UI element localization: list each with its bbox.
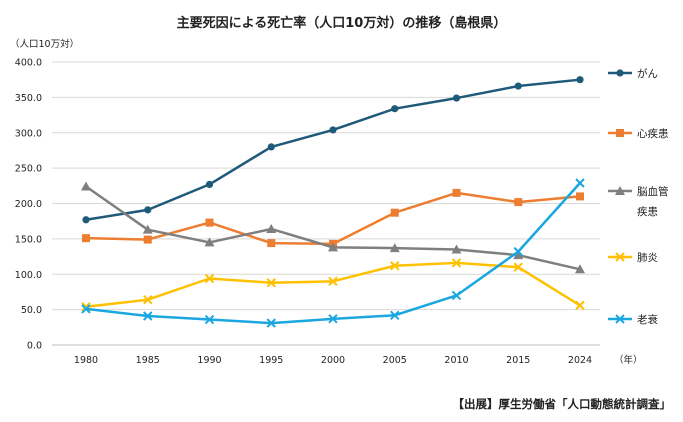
legend-marker: [615, 252, 625, 262]
legend-label: 肺炎: [637, 252, 658, 264]
x-tick-label: 1980: [74, 355, 98, 366]
data-point: [575, 264, 585, 274]
legend-marker: [615, 186, 625, 195]
data-point: [328, 242, 338, 252]
data-point: [143, 235, 152, 244]
y-tick-label: 150.0: [15, 234, 42, 245]
series-1: [82, 76, 584, 224]
data-point: [452, 188, 461, 197]
legend-label: 心疾患: [637, 127, 669, 140]
data-point: [390, 310, 400, 320]
data-point: [513, 246, 523, 257]
legend-label: 老衰: [637, 313, 658, 326]
legend-marker: [615, 314, 625, 324]
legend-label: がん: [637, 67, 658, 80]
data-point: [142, 224, 153, 234]
data-point: [204, 237, 215, 247]
data-point: [575, 178, 585, 188]
series-line: [85, 261, 581, 309]
data-point: [452, 94, 461, 102]
y-axis-unit-label: （人口10万対）: [10, 39, 80, 50]
data-point: [513, 262, 523, 272]
x-axis-ticks: 1980 1985 1990 1995 2000 2005 2010 2015 2024 （年）: [74, 354, 643, 366]
series-4: [81, 258, 585, 312]
data-point: [329, 126, 337, 134]
x-tick-label: 2000: [321, 355, 345, 366]
x-axis-unit-label: （年）: [614, 354, 643, 366]
x-tick-label: 2010: [444, 355, 468, 366]
data-point: [390, 208, 399, 217]
legend-marker: [616, 69, 624, 77]
x-tick-label: 1990: [197, 355, 221, 366]
data-point: [267, 143, 275, 151]
data-point: [451, 258, 462, 268]
legend-item: がん: [608, 67, 658, 80]
data-point: [205, 180, 214, 188]
x-tick-label: 2005: [383, 355, 407, 366]
data-point: [576, 76, 584, 84]
y-tick-label: 250.0: [15, 164, 42, 175]
data-point: [451, 290, 462, 301]
y-tick-label: 400.0: [15, 58, 42, 69]
data-point: [266, 318, 276, 328]
x-tick-label: 2024: [568, 355, 592, 366]
data-point: [205, 218, 214, 227]
data-point: [144, 206, 152, 214]
data-point: [514, 198, 523, 207]
data-point: [267, 239, 276, 248]
series-5: [81, 178, 585, 328]
legend-item: 老衰: [608, 313, 658, 326]
legend-item: 脳血管疾患: [608, 185, 669, 218]
y-tick-label: 350.0: [15, 93, 42, 104]
y-tick-label: 200.0: [15, 199, 42, 210]
data-point: [575, 300, 585, 311]
y-tick-label: 100.0: [15, 270, 42, 281]
x-tick-label: 1995: [259, 355, 283, 366]
data-point: [82, 234, 90, 243]
source-note: 【出展】厚生労働省「人口動態統計調査」: [452, 397, 672, 411]
legend-item: 肺炎: [608, 252, 658, 264]
data-point: [266, 278, 276, 288]
data-point: [81, 304, 91, 314]
data-point: [391, 105, 399, 113]
data-point: [328, 314, 338, 324]
x-tick-label: 1985: [136, 355, 160, 366]
data-point: [389, 243, 400, 253]
data-point: [576, 192, 584, 201]
series-3: [81, 181, 585, 274]
series-lines: [81, 76, 585, 328]
data-point: [143, 311, 153, 321]
y-tick-label: 50.0: [21, 305, 42, 316]
series-line: [85, 191, 581, 246]
data-point: [82, 216, 90, 224]
chart-title: 主要死因による死亡率（人口10万対）の推移（島根県）: [176, 16, 507, 31]
data-point: [451, 244, 462, 254]
y-tick-label: 300.0: [15, 128, 42, 139]
y-axis-ticks: 400.0 350.0 300.0 250.0 200.0 150.0 100.0 50.0 0…: [15, 58, 42, 352]
data-point: [204, 273, 215, 284]
x-tick-label: 2015: [506, 355, 530, 366]
data-point: [390, 261, 400, 271]
data-point: [328, 276, 338, 287]
legend-marker: [616, 129, 624, 137]
series-line: [85, 78, 581, 222]
legend-label: 脳血管疾患: [637, 185, 669, 218]
data-point: [204, 314, 215, 325]
data-point: [266, 223, 277, 233]
series-line: [85, 185, 581, 271]
data-point: [514, 82, 522, 90]
y-tick-label: 0.0: [27, 341, 42, 352]
data-point: [143, 295, 153, 305]
data-point: [513, 250, 524, 260]
legend-item: 心疾患: [608, 127, 669, 140]
data-point: [81, 181, 91, 191]
